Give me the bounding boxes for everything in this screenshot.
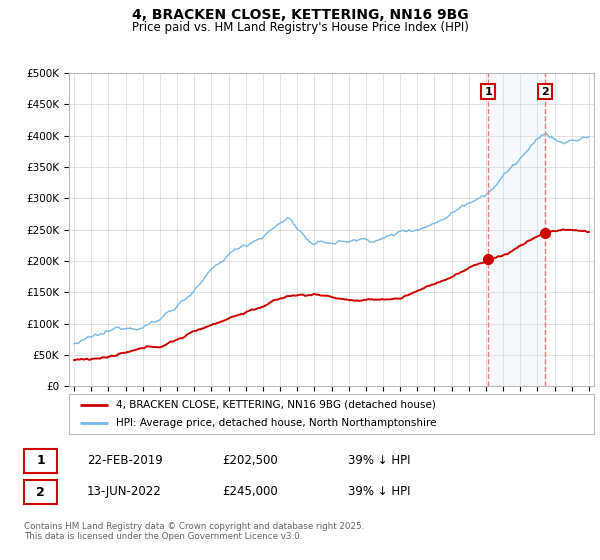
- Text: 13-JUN-2022: 13-JUN-2022: [87, 485, 162, 498]
- Text: HPI: Average price, detached house, North Northamptonshire: HPI: Average price, detached house, Nort…: [116, 418, 437, 428]
- Text: 2: 2: [36, 486, 45, 499]
- Text: Contains HM Land Registry data © Crown copyright and database right 2025.
This d: Contains HM Land Registry data © Crown c…: [24, 522, 364, 542]
- Text: Price paid vs. HM Land Registry's House Price Index (HPI): Price paid vs. HM Land Registry's House …: [131, 21, 469, 34]
- Text: 2: 2: [541, 87, 549, 97]
- Text: £202,500: £202,500: [222, 454, 278, 467]
- Text: 1: 1: [484, 87, 492, 97]
- Bar: [488, 73, 545, 386]
- Text: 22-FEB-2019: 22-FEB-2019: [87, 454, 163, 467]
- Text: 4, BRACKEN CLOSE, KETTERING, NN16 9BG (detached house): 4, BRACKEN CLOSE, KETTERING, NN16 9BG (d…: [116, 400, 436, 409]
- Text: 4, BRACKEN CLOSE, KETTERING, NN16 9BG: 4, BRACKEN CLOSE, KETTERING, NN16 9BG: [131, 8, 469, 22]
- Text: £245,000: £245,000: [222, 485, 278, 498]
- Text: 39% ↓ HPI: 39% ↓ HPI: [348, 485, 410, 498]
- Text: 1: 1: [36, 454, 45, 468]
- Text: 39% ↓ HPI: 39% ↓ HPI: [348, 454, 410, 467]
